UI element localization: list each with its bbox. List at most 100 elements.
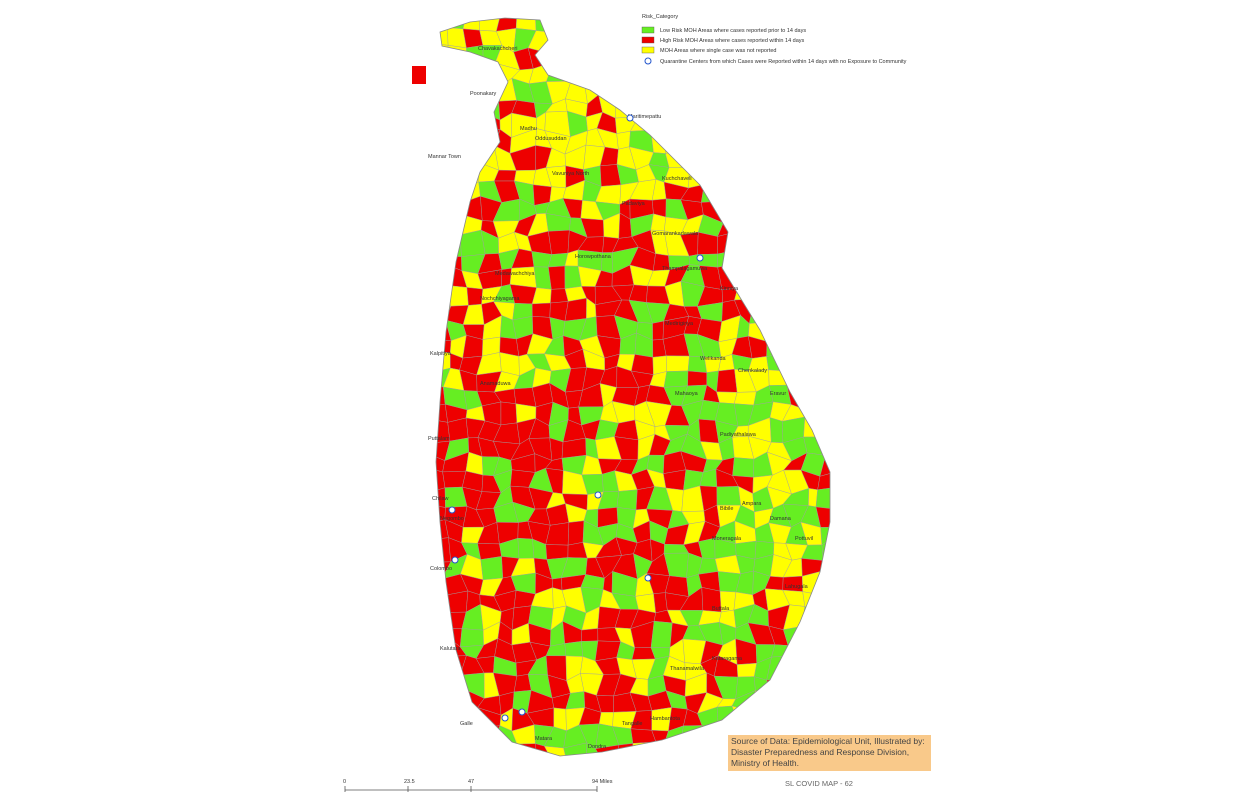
- moh-area: [436, 697, 449, 709]
- region-label: Kuchchaveli: [662, 176, 692, 182]
- moh-area: [766, 216, 790, 239]
- moh-area: [549, 437, 564, 461]
- moh-area: [822, 298, 830, 318]
- moh-area: [836, 642, 860, 664]
- moh-area: [770, 695, 786, 713]
- moh-area: [834, 234, 859, 253]
- moh-area: [805, 129, 824, 149]
- moh-area: [716, 65, 737, 84]
- scale-label: 94 Miles: [592, 779, 613, 785]
- moh-area: [788, 129, 808, 156]
- moh-area: [500, 401, 518, 426]
- moh-area: [475, 725, 501, 743]
- moh-area: [436, 385, 446, 407]
- moh-area: [650, 741, 671, 756]
- moh-area: [564, 641, 583, 657]
- moh-area: [788, 111, 808, 135]
- region-label: Thanamalwila: [670, 666, 705, 672]
- moh-area: [768, 246, 788, 271]
- moh-area: [734, 18, 758, 29]
- moh-area: [436, 65, 446, 87]
- moh-area: [784, 709, 808, 734]
- moh-area: [436, 609, 450, 629]
- moh-area: [663, 111, 687, 135]
- region-label: Padiyathalawa: [720, 432, 757, 438]
- moh-area: [801, 626, 826, 641]
- moh-area: [445, 45, 467, 67]
- region-label: Dondra: [588, 744, 607, 750]
- moh-area: [803, 297, 826, 323]
- moh-area: [682, 765, 707, 780]
- moh-area: [749, 216, 773, 239]
- moh-area: [802, 66, 826, 87]
- moh-area: [818, 594, 830, 614]
- moh-area: [582, 65, 603, 85]
- region-label: Lahugala: [785, 584, 809, 590]
- moh-area: [803, 389, 823, 410]
- moh-area: [479, 741, 502, 756]
- moh-area: [447, 745, 467, 756]
- moh-area: [616, 489, 638, 511]
- region-label: Anamaduwa: [480, 381, 512, 387]
- moh-area: [460, 229, 486, 257]
- moh-area: [768, 152, 791, 169]
- region-label: Negombo: [440, 516, 464, 522]
- moh-area: [736, 162, 757, 187]
- quarantine-icon: [594, 491, 602, 499]
- moh-area: [567, 18, 586, 34]
- moh-area: [604, 18, 620, 31]
- moh-area: [821, 233, 830, 256]
- moh-area: [664, 77, 689, 97]
- moh-area: [799, 281, 826, 301]
- moh-area: [781, 67, 808, 79]
- moh-area: [789, 147, 807, 169]
- moh-area: [834, 708, 855, 725]
- moh-area: [476, 62, 500, 87]
- quarantine-icon: [501, 714, 509, 722]
- moh-area: [836, 572, 855, 595]
- moh-area: [436, 403, 448, 423]
- moh-area: [835, 502, 856, 527]
- moh-area: [800, 250, 825, 274]
- moh-area: [436, 745, 451, 756]
- moh-area: [464, 741, 483, 756]
- moh-area: [447, 727, 466, 746]
- moh-area: [835, 655, 860, 680]
- moh-area: [783, 216, 805, 235]
- moh-area: [716, 81, 737, 102]
- moh-area: [834, 391, 851, 409]
- moh-area: [750, 708, 771, 732]
- moh-area: [766, 319, 784, 342]
- moh-area: [680, 134, 702, 149]
- moh-area: [716, 131, 740, 155]
- moh-area: [680, 111, 702, 137]
- moh-area: [436, 132, 452, 147]
- moh-area: [651, 764, 670, 776]
- moh-area: [444, 197, 467, 217]
- moh-area: [836, 372, 855, 393]
- moh-area: [822, 333, 830, 351]
- moh-area: [653, 592, 668, 614]
- moh-area: [754, 284, 775, 305]
- moh-area: [436, 283, 452, 308]
- moh-area: [783, 693, 808, 713]
- moh-area: [445, 256, 462, 271]
- moh-area: [444, 97, 463, 121]
- moh-area: [805, 114, 825, 136]
- moh-area: [788, 95, 807, 116]
- moh-area: [768, 64, 783, 81]
- quarantine-icon: [518, 708, 526, 716]
- moh-area: [515, 18, 537, 31]
- moh-area: [834, 537, 860, 562]
- moh-area: [782, 297, 809, 323]
- moh-area: [436, 99, 449, 121]
- moh-area: [803, 349, 823, 375]
- moh-area: [652, 320, 664, 341]
- moh-area: [634, 764, 653, 777]
- moh-area: [664, 94, 689, 119]
- map-title: SL COVID MAP - 62: [785, 779, 853, 788]
- moh-area: [833, 198, 851, 214]
- moh-area: [701, 184, 720, 203]
- moh-area: [737, 131, 755, 154]
- moh-area: [834, 298, 859, 324]
